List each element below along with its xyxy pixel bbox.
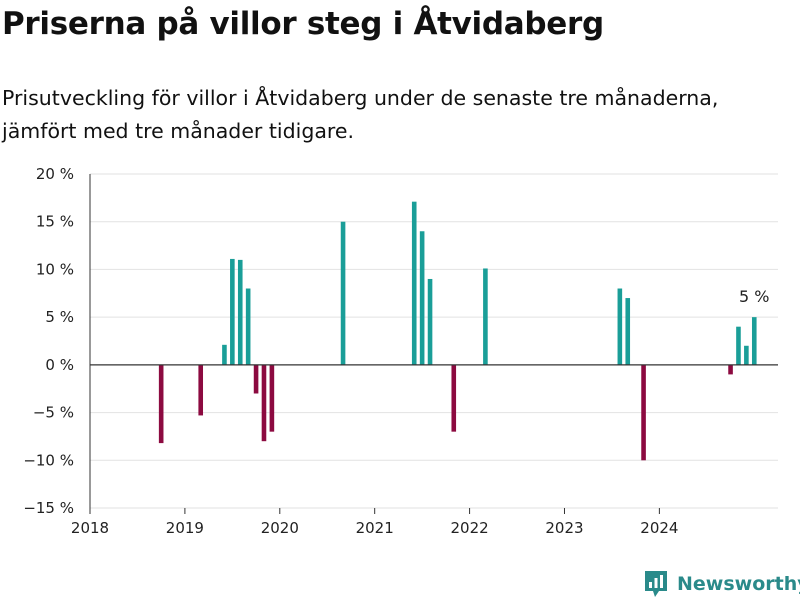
chart-subtitle: Prisutveckling för villor i Åtvidaberg u… — [2, 86, 719, 143]
bar — [340, 221, 346, 365]
bar — [237, 259, 243, 365]
newsworthy-brand[interactable]: Newsworthy — [643, 568, 800, 600]
brand-name: Newsworthy — [677, 573, 800, 595]
bar — [230, 258, 235, 365]
bar — [483, 268, 488, 365]
bar — [269, 364, 275, 432]
x-tick-label: 2020 — [261, 519, 299, 537]
newsworthy-logo-icon — [645, 571, 667, 597]
x-tick-label: 2019 — [166, 519, 204, 537]
y-tick-label: 10 % — [36, 260, 74, 278]
bar — [641, 364, 646, 461]
bar — [245, 288, 251, 365]
bar — [451, 364, 457, 432]
x-tick-label: 2023 — [545, 519, 583, 537]
y-tick-label: −10 % — [23, 451, 74, 469]
bar — [728, 364, 733, 375]
bar — [625, 298, 631, 365]
bar-chart: 20 % 15 % 10 % 5 % 0 % −5 % −10 % −15 % 2018 2019… — [23, 165, 778, 537]
bar — [736, 326, 741, 365]
bar — [411, 201, 417, 365]
y-tick-label: 15 % — [36, 213, 74, 231]
y-tick-label: 5 % — [45, 308, 74, 326]
bar — [751, 317, 757, 365]
x-tick-label: 2024 — [640, 519, 678, 537]
y-tick-label: 20 % — [36, 165, 74, 183]
bar — [158, 364, 164, 444]
x-tick-label: 2018 — [71, 519, 109, 537]
bar — [261, 364, 267, 442]
x-tick-label: 2022 — [450, 519, 488, 537]
y-tick-label: 0 % — [45, 356, 74, 374]
y-tick-label: −5 % — [33, 404, 74, 422]
bar — [253, 364, 259, 394]
chart-title: Priserna på villor steg i Åtvidaberg — [2, 6, 604, 42]
bar — [222, 344, 227, 365]
bar — [419, 231, 425, 365]
bar — [198, 364, 204, 416]
bar — [744, 345, 749, 365]
y-tick-label: −15 % — [23, 499, 74, 517]
data-label: 5 % — [739, 287, 769, 306]
x-tick-label: 2021 — [356, 519, 394, 537]
bar — [427, 278, 433, 365]
bar — [617, 288, 623, 365]
